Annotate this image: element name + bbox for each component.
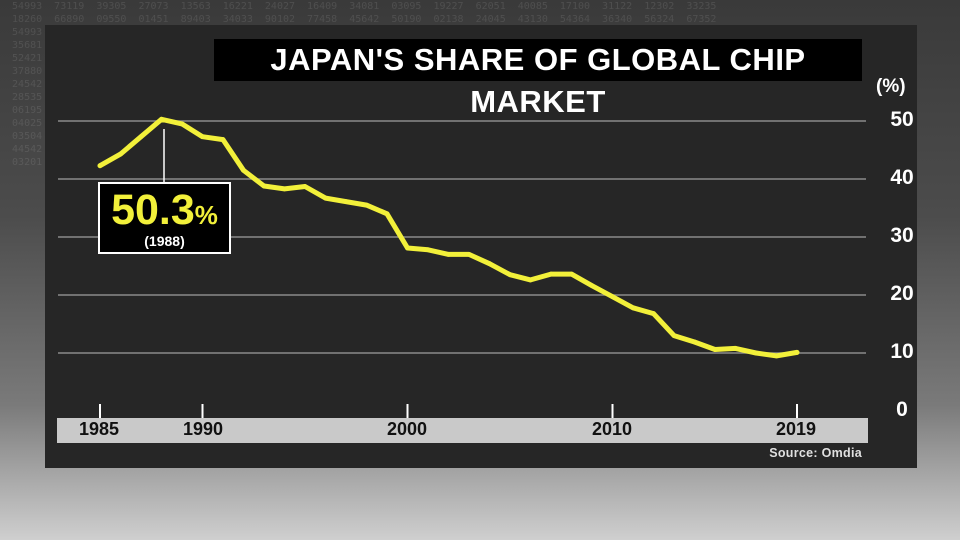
peak-year-label: (1988): [144, 233, 185, 249]
data-point: [774, 353, 779, 359]
data-point: [753, 350, 759, 356]
y-tick-label: 50: [890, 108, 914, 131]
y-tick-label: 40: [890, 166, 914, 189]
data-point: [794, 350, 800, 355]
data-point: [200, 134, 205, 140]
data-point: [323, 195, 328, 201]
data-point: [487, 261, 492, 267]
data-point: [97, 163, 103, 169]
x-axis-bar: [57, 418, 868, 443]
y-tick-label: 10: [890, 340, 914, 363]
x-tick-label: 1990: [182, 419, 224, 439]
data-point: [138, 134, 144, 140]
x-tick-label: 1985: [78, 419, 120, 439]
data-point: [384, 211, 390, 217]
data-point: [405, 245, 410, 251]
y-tick-label: 0: [896, 398, 908, 421]
data-point: [220, 137, 226, 142]
peak-value-number: 50.3: [111, 186, 195, 234]
data-point: [610, 294, 615, 300]
data-point: [261, 183, 267, 189]
data-point: [179, 121, 185, 127]
data-point: [282, 186, 287, 192]
peak-value-percent-sign: %: [194, 200, 218, 230]
y-tick-label: 30: [890, 224, 914, 247]
data-point: [712, 347, 718, 352]
data-point: [425, 247, 431, 253]
data-point: [548, 271, 554, 277]
data-point: [692, 339, 697, 345]
data-point: [446, 252, 451, 257]
y-axis-unit-label: (%): [876, 76, 906, 97]
data-point: [241, 167, 246, 173]
data-point: [118, 151, 123, 157]
data-point: [569, 271, 574, 277]
peak-callout: 50.3% (1988): [98, 182, 231, 254]
x-tick-label: 2000: [386, 419, 428, 439]
data-point: [651, 311, 656, 316]
source-label: Source: Omdia: [769, 446, 862, 460]
data-point: [159, 116, 164, 122]
data-point: [507, 272, 513, 278]
data-point: [630, 305, 636, 311]
data-point: [343, 199, 349, 205]
data-point: [364, 202, 369, 208]
chart-title: JAPAN'S SHARE OF GLOBAL CHIP MARKET: [214, 39, 862, 119]
data-point: [528, 277, 533, 283]
data-point: [733, 345, 738, 351]
y-tick-label: 20: [890, 282, 914, 305]
data-point: [466, 252, 472, 257]
data-point: [671, 333, 677, 338]
data-point: [589, 283, 595, 289]
data-point: [302, 184, 308, 189]
x-tick-label: 2019: [775, 419, 817, 439]
peak-value-label: 50.3%: [100, 186, 229, 239]
x-tick-label: 2010: [591, 419, 633, 439]
